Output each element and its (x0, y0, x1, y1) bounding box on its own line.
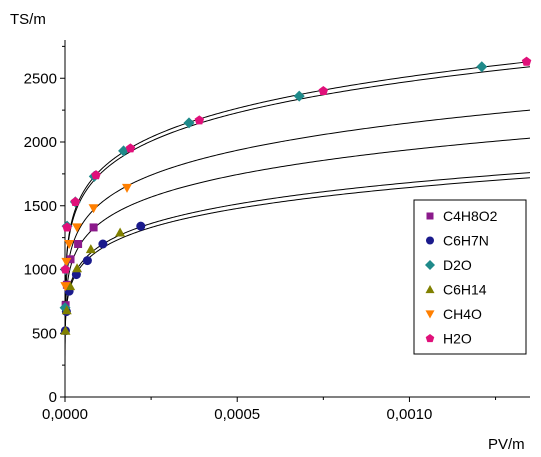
data-point (64, 240, 75, 249)
data-point (85, 244, 96, 254)
legend-label: C4H8O2 (443, 208, 498, 224)
legend-box (413, 199, 527, 355)
legend-label: C6H7N (443, 233, 489, 249)
x-tick-label: 0,0005 (214, 406, 260, 423)
data-point (293, 90, 305, 102)
y-tick-label: 1000 (24, 262, 57, 279)
data-point (122, 183, 132, 193)
data-point (60, 325, 71, 335)
x-tick-label: 0,0000 (42, 406, 88, 423)
legend-label: C6H14 (443, 282, 487, 298)
x-tick-label: 0,0010 (386, 406, 432, 423)
data-point (194, 115, 205, 125)
data-point (88, 204, 99, 214)
data-point (62, 222, 72, 232)
data-point (72, 263, 83, 273)
data-point (61, 257, 72, 267)
y-axis-title: TS/m (10, 11, 46, 28)
data-point (183, 117, 195, 129)
data-point (74, 240, 83, 248)
legend-marker (425, 260, 435, 270)
plot-axes: 0 500 1000 1500 2000 2500 0,0000 0,0005 0,0010 (24, 40, 530, 423)
y-tick-label: 2500 (24, 70, 57, 87)
data-point (91, 170, 101, 180)
data-point (65, 281, 76, 291)
y-tick-label: 500 (32, 325, 57, 342)
data-points (59, 56, 532, 336)
y-tick-label: 0 (49, 389, 57, 406)
data-point (60, 264, 71, 274)
data-point (72, 223, 83, 233)
legend-marker (425, 285, 435, 294)
legend-label: CH4O (443, 306, 482, 322)
data-point (61, 305, 72, 315)
data-point (521, 56, 532, 66)
data-point (476, 61, 488, 73)
y-tick-label: 1500 (24, 198, 57, 215)
data-point (71, 270, 81, 280)
data-point (136, 221, 146, 231)
data-point (318, 86, 329, 96)
legend-marker (425, 310, 435, 319)
legend-marker (426, 236, 434, 245)
legend-marker (425, 334, 435, 343)
data-point (82, 256, 92, 266)
data-point (115, 227, 126, 237)
data-point (125, 143, 136, 153)
data-point (60, 282, 71, 292)
legend-label: D2O (443, 257, 472, 273)
legend-label: H2O (443, 331, 472, 347)
legend-marker (426, 212, 434, 220)
data-point (70, 196, 81, 206)
fit-curve (64, 66, 531, 397)
data-point (98, 239, 108, 249)
x-axis-title: PV/m (488, 436, 525, 453)
legend: C4H8O2 C6H7N D2O C6H14 CH4O H2O (413, 199, 527, 355)
data-point (89, 223, 98, 232)
y-tick-label: 2000 (24, 134, 57, 151)
